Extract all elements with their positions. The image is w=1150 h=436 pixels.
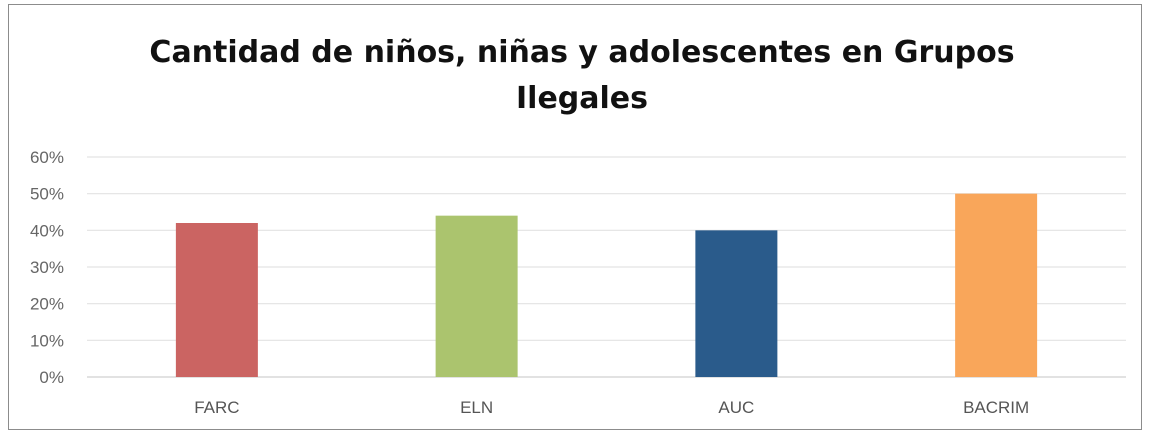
y-tick-label: 20% [30,295,64,314]
chart-title-line-2: Ilegales [516,81,648,116]
x-category-label: FARC [194,398,239,417]
y-tick-label: 50% [30,185,64,204]
x-category-label: BACRIM [963,398,1029,417]
x-category-label: AUC [718,398,754,417]
bar-bacrim [955,193,1038,377]
bars [175,193,1038,377]
y-tick-label: 40% [30,221,64,240]
y-tick-label: 0% [39,368,64,387]
gridlines [87,156,1126,378]
y-tick-label: 10% [30,331,64,350]
y-axis-ticks: 0% 10% 20% 30% 40% 50% 60% [30,148,64,387]
chart-title-line-1: Cantidad de niños, niñas y adolescentes … [149,35,1015,70]
bar-auc [695,230,778,377]
x-axis-labels: FARC ELN AUC BACRIM [194,398,1029,417]
chart-title: Cantidad de niños, niñas y adolescentes … [0,30,1150,122]
bar-farc [175,223,258,377]
bar-eln [435,215,518,377]
y-tick-label: 30% [30,258,64,277]
x-category-label: ELN [460,398,493,417]
y-tick-label: 60% [30,148,64,167]
